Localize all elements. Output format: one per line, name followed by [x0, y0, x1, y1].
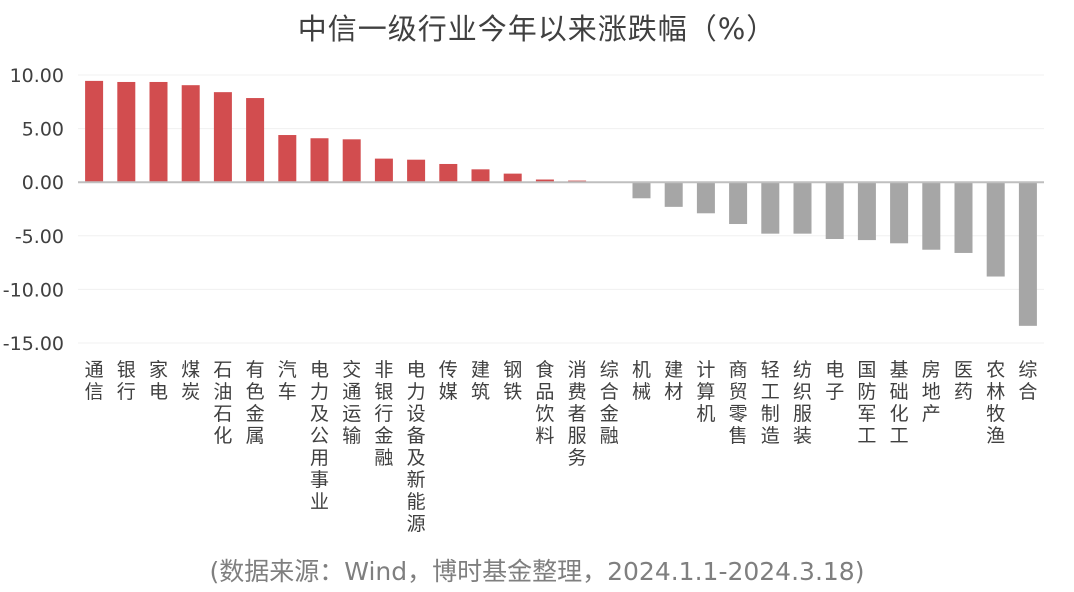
- bar: [439, 163, 458, 183]
- y-tick-label: -15.00: [3, 333, 64, 355]
- x-category-label: 传媒: [439, 359, 458, 403]
- bar: [857, 182, 876, 241]
- x-category-label: 交通运输: [342, 359, 361, 447]
- x-category-label: 商贸零售: [729, 359, 748, 447]
- x-category-label: 食品饮料: [535, 359, 554, 447]
- bar: [213, 92, 232, 183]
- bar: [922, 182, 941, 250]
- x-category-label: 综合: [1018, 359, 1037, 403]
- x-category-label: 建筑: [471, 359, 490, 403]
- bar: [825, 182, 844, 240]
- y-tick-label: -10.00: [3, 279, 64, 301]
- x-category-label: 轻工制造: [761, 359, 780, 447]
- x-category-label: 电力设备及新能源: [407, 359, 426, 535]
- x-category-label: 农林牧渔: [986, 359, 1005, 447]
- bar: [278, 135, 297, 183]
- bar: [471, 169, 490, 183]
- bar: [181, 85, 200, 183]
- bar: [729, 182, 748, 225]
- bar: [535, 179, 554, 183]
- bar: [696, 182, 715, 214]
- bar: [890, 182, 909, 244]
- y-tick-label: 0.00: [22, 172, 64, 194]
- bar: [246, 98, 265, 183]
- x-category-label: 非银行金融: [374, 359, 393, 469]
- x-category-label: 国防军工: [857, 359, 876, 447]
- x-category-label: 煤炭: [181, 359, 200, 403]
- bar: [407, 159, 426, 183]
- x-category-label: 基础化工: [890, 359, 909, 447]
- chart-title: 中信一级行业今年以来涨跌幅（%）: [297, 12, 777, 46]
- x-category-label: 纺织服装: [793, 359, 812, 447]
- bar: [117, 81, 136, 183]
- x-category-label: 家电: [149, 359, 168, 403]
- y-tick-label: 5.00: [22, 119, 64, 141]
- bars: [85, 80, 1037, 326]
- bar: [954, 182, 973, 253]
- bar: [1018, 182, 1037, 326]
- bar: [85, 80, 104, 183]
- bar: [374, 158, 393, 183]
- x-category-label: 钢铁: [503, 359, 522, 403]
- y-tick-label: 10.00: [10, 65, 64, 87]
- x-category-label: 电子: [825, 359, 844, 403]
- source-note: (数据来源：Wind，博时基金整理，2024.1.1-2024.3.18): [209, 557, 865, 586]
- y-tick-label: -5.00: [15, 226, 64, 248]
- x-axis-category-labels: 通信银行家电煤炭石油石化有色金属汽车电力及公用事业交通运输非银行金融电力设备及新…: [85, 359, 1038, 535]
- x-category-label: 房地产: [922, 359, 941, 425]
- bar: [310, 138, 329, 183]
- x-category-label: 消费者服务: [568, 359, 587, 469]
- bar: [793, 182, 812, 234]
- x-category-label: 机械: [632, 359, 651, 403]
- bar: [664, 182, 683, 207]
- bar: [503, 173, 522, 183]
- bar: [986, 182, 1005, 277]
- x-category-label: 建材: [664, 359, 683, 403]
- y-axis-tick-labels: 10.00 5.00 0.00 -5.00 -10.00 -15.00: [3, 65, 64, 355]
- x-category-label: 综合金融: [600, 359, 619, 447]
- bar: [342, 139, 361, 183]
- x-category-label: 计算机: [696, 359, 715, 425]
- bar: [149, 81, 168, 183]
- x-category-label: 通信: [85, 359, 104, 403]
- bar: [761, 182, 780, 234]
- gridlines: [78, 74, 1044, 344]
- x-category-label: 电力及公用事业: [310, 359, 329, 513]
- x-category-label: 银行: [117, 359, 136, 403]
- x-category-label: 汽车: [278, 359, 297, 403]
- x-category-label: 医药: [954, 359, 973, 403]
- x-category-label: 石油石化: [213, 359, 232, 447]
- bar: [632, 182, 651, 199]
- x-category-label: 有色金属: [246, 359, 265, 447]
